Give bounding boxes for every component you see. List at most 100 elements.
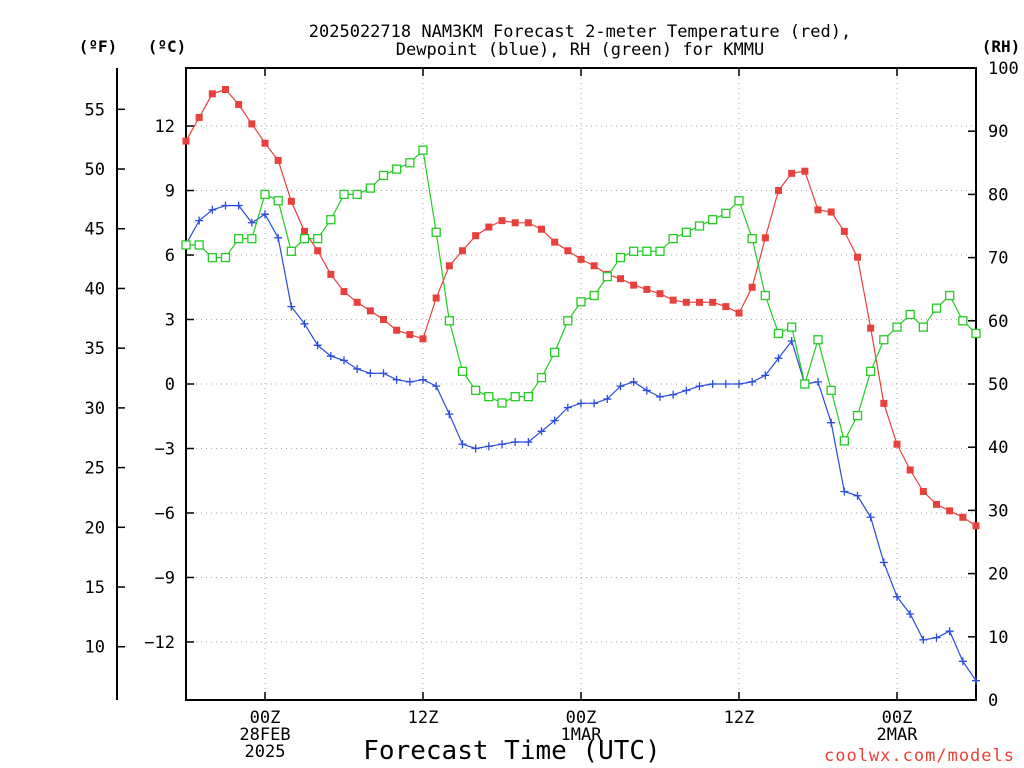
temperature-point	[419, 335, 427, 343]
rh-point	[852, 410, 863, 421]
dewpoint-point	[945, 627, 954, 636]
fahrenheit-tick-label: 45	[85, 220, 105, 240]
rh-tick-label: 70	[988, 249, 1008, 269]
temperature-point	[748, 283, 756, 291]
dewpoint-point	[761, 371, 770, 380]
temperature-point	[274, 156, 282, 164]
rh-point	[523, 391, 533, 402]
temperature-point	[630, 281, 638, 289]
celsius-unit-label: (ºC)	[148, 37, 187, 56]
fahrenheit-unit-label: (ºF)	[79, 37, 118, 56]
rh-tick-label: 100	[988, 59, 1019, 79]
dewpoint-point	[537, 427, 546, 436]
dewpoint-point	[853, 491, 862, 500]
rh-point	[471, 385, 481, 395]
temperature-point	[472, 232, 480, 240]
temperature-point	[854, 253, 861, 261]
temperature-point	[682, 298, 690, 306]
rh-point	[615, 252, 626, 263]
rh-tick-label: 20	[988, 565, 1008, 585]
rh-tick-label: 10	[988, 628, 1008, 648]
rh-point	[958, 316, 968, 326]
temperature-point	[314, 247, 322, 255]
rh-point	[484, 391, 494, 402]
temperature-point	[432, 294, 440, 302]
dewpoint-point	[669, 390, 678, 399]
temperature-point	[261, 139, 269, 147]
rh-point	[629, 246, 639, 256]
rh-point	[813, 335, 823, 345]
rh-point	[681, 227, 691, 237]
dewpoint-point	[405, 377, 414, 386]
rh-point	[313, 233, 323, 244]
temperature-point	[735, 309, 743, 317]
temperature-point	[538, 225, 545, 233]
temperature-point	[893, 440, 901, 448]
dewpoint-point	[379, 369, 388, 378]
x-tick-label: 00Z	[566, 708, 597, 728]
dewpoint-point	[563, 403, 572, 412]
rh-point	[905, 309, 915, 320]
temperature-point	[182, 137, 190, 145]
temperature-point	[524, 219, 532, 227]
chart-title-line2: Dewpoint (blue), RH (green) for KMMU	[396, 40, 764, 60]
rh-tick-label: 50	[988, 375, 1008, 395]
rh-tick-label: 0	[988, 691, 998, 711]
rh-tick-label: 60	[988, 312, 1008, 332]
dewpoint-point	[840, 487, 849, 496]
rh-point	[273, 196, 283, 206]
dewpoint-point	[471, 444, 480, 453]
dewpoint-point	[958, 657, 967, 666]
rh-point	[866, 366, 876, 377]
rh-point	[800, 379, 810, 389]
rh-point	[734, 196, 744, 206]
fahrenheit-tick-label: 50	[85, 160, 105, 180]
dewpoint-point	[247, 218, 256, 227]
dewpoint-point	[550, 416, 559, 425]
fahrenheit-tick-label: 35	[85, 339, 105, 359]
fahrenheit-tick-label: 30	[85, 399, 105, 419]
dewpoint-point	[814, 377, 822, 386]
dewpoint-point	[261, 210, 269, 219]
rh-tick-label: 90	[988, 122, 1008, 142]
rh-point	[760, 290, 770, 301]
dewpoint-point	[682, 386, 691, 395]
rh-point	[418, 145, 428, 155]
rh-point	[589, 290, 599, 301]
temperature-point	[195, 113, 203, 121]
dewpoint-point	[300, 319, 309, 328]
temperature-point	[880, 399, 888, 407]
temperature-point	[340, 288, 348, 296]
temperature-point	[393, 326, 401, 334]
dewpoint-point	[458, 440, 467, 449]
dewpoint-point	[642, 386, 651, 395]
dewpoint-point	[866, 513, 875, 522]
x-tick-label: 00Z	[250, 708, 281, 728]
rh-point	[655, 246, 665, 256]
celsius-tick-label: −9	[155, 568, 175, 588]
celsius-tick-label: 0	[165, 375, 175, 395]
rh-point	[787, 322, 797, 332]
rh-point	[694, 221, 705, 231]
rh-unit-label: (RH)	[982, 37, 1021, 56]
rh-point	[220, 252, 231, 263]
temperature-point	[551, 238, 559, 246]
temperature-point	[775, 187, 782, 195]
dewpoint-point	[577, 399, 585, 408]
fahrenheit-tick-label: 40	[85, 279, 105, 299]
celsius-tick-label: 12	[155, 117, 175, 137]
temperature-point	[801, 167, 809, 175]
rh-point	[181, 240, 191, 250]
rh-point	[457, 366, 468, 377]
x-axis-label: Forecast Time (UTC)	[363, 736, 660, 766]
dewpoint-point	[326, 352, 335, 361]
rh-point	[207, 252, 217, 263]
credit-text: coolwx.com/models	[824, 746, 1015, 766]
fahrenheit-tick-label: 15	[85, 578, 105, 598]
dewpoint-point	[419, 375, 427, 384]
rh-point	[247, 233, 257, 244]
dewpoint-point	[932, 633, 941, 642]
dewpoint-point	[695, 382, 704, 391]
temperature-point	[656, 290, 664, 298]
dewpoint-point	[590, 399, 599, 408]
